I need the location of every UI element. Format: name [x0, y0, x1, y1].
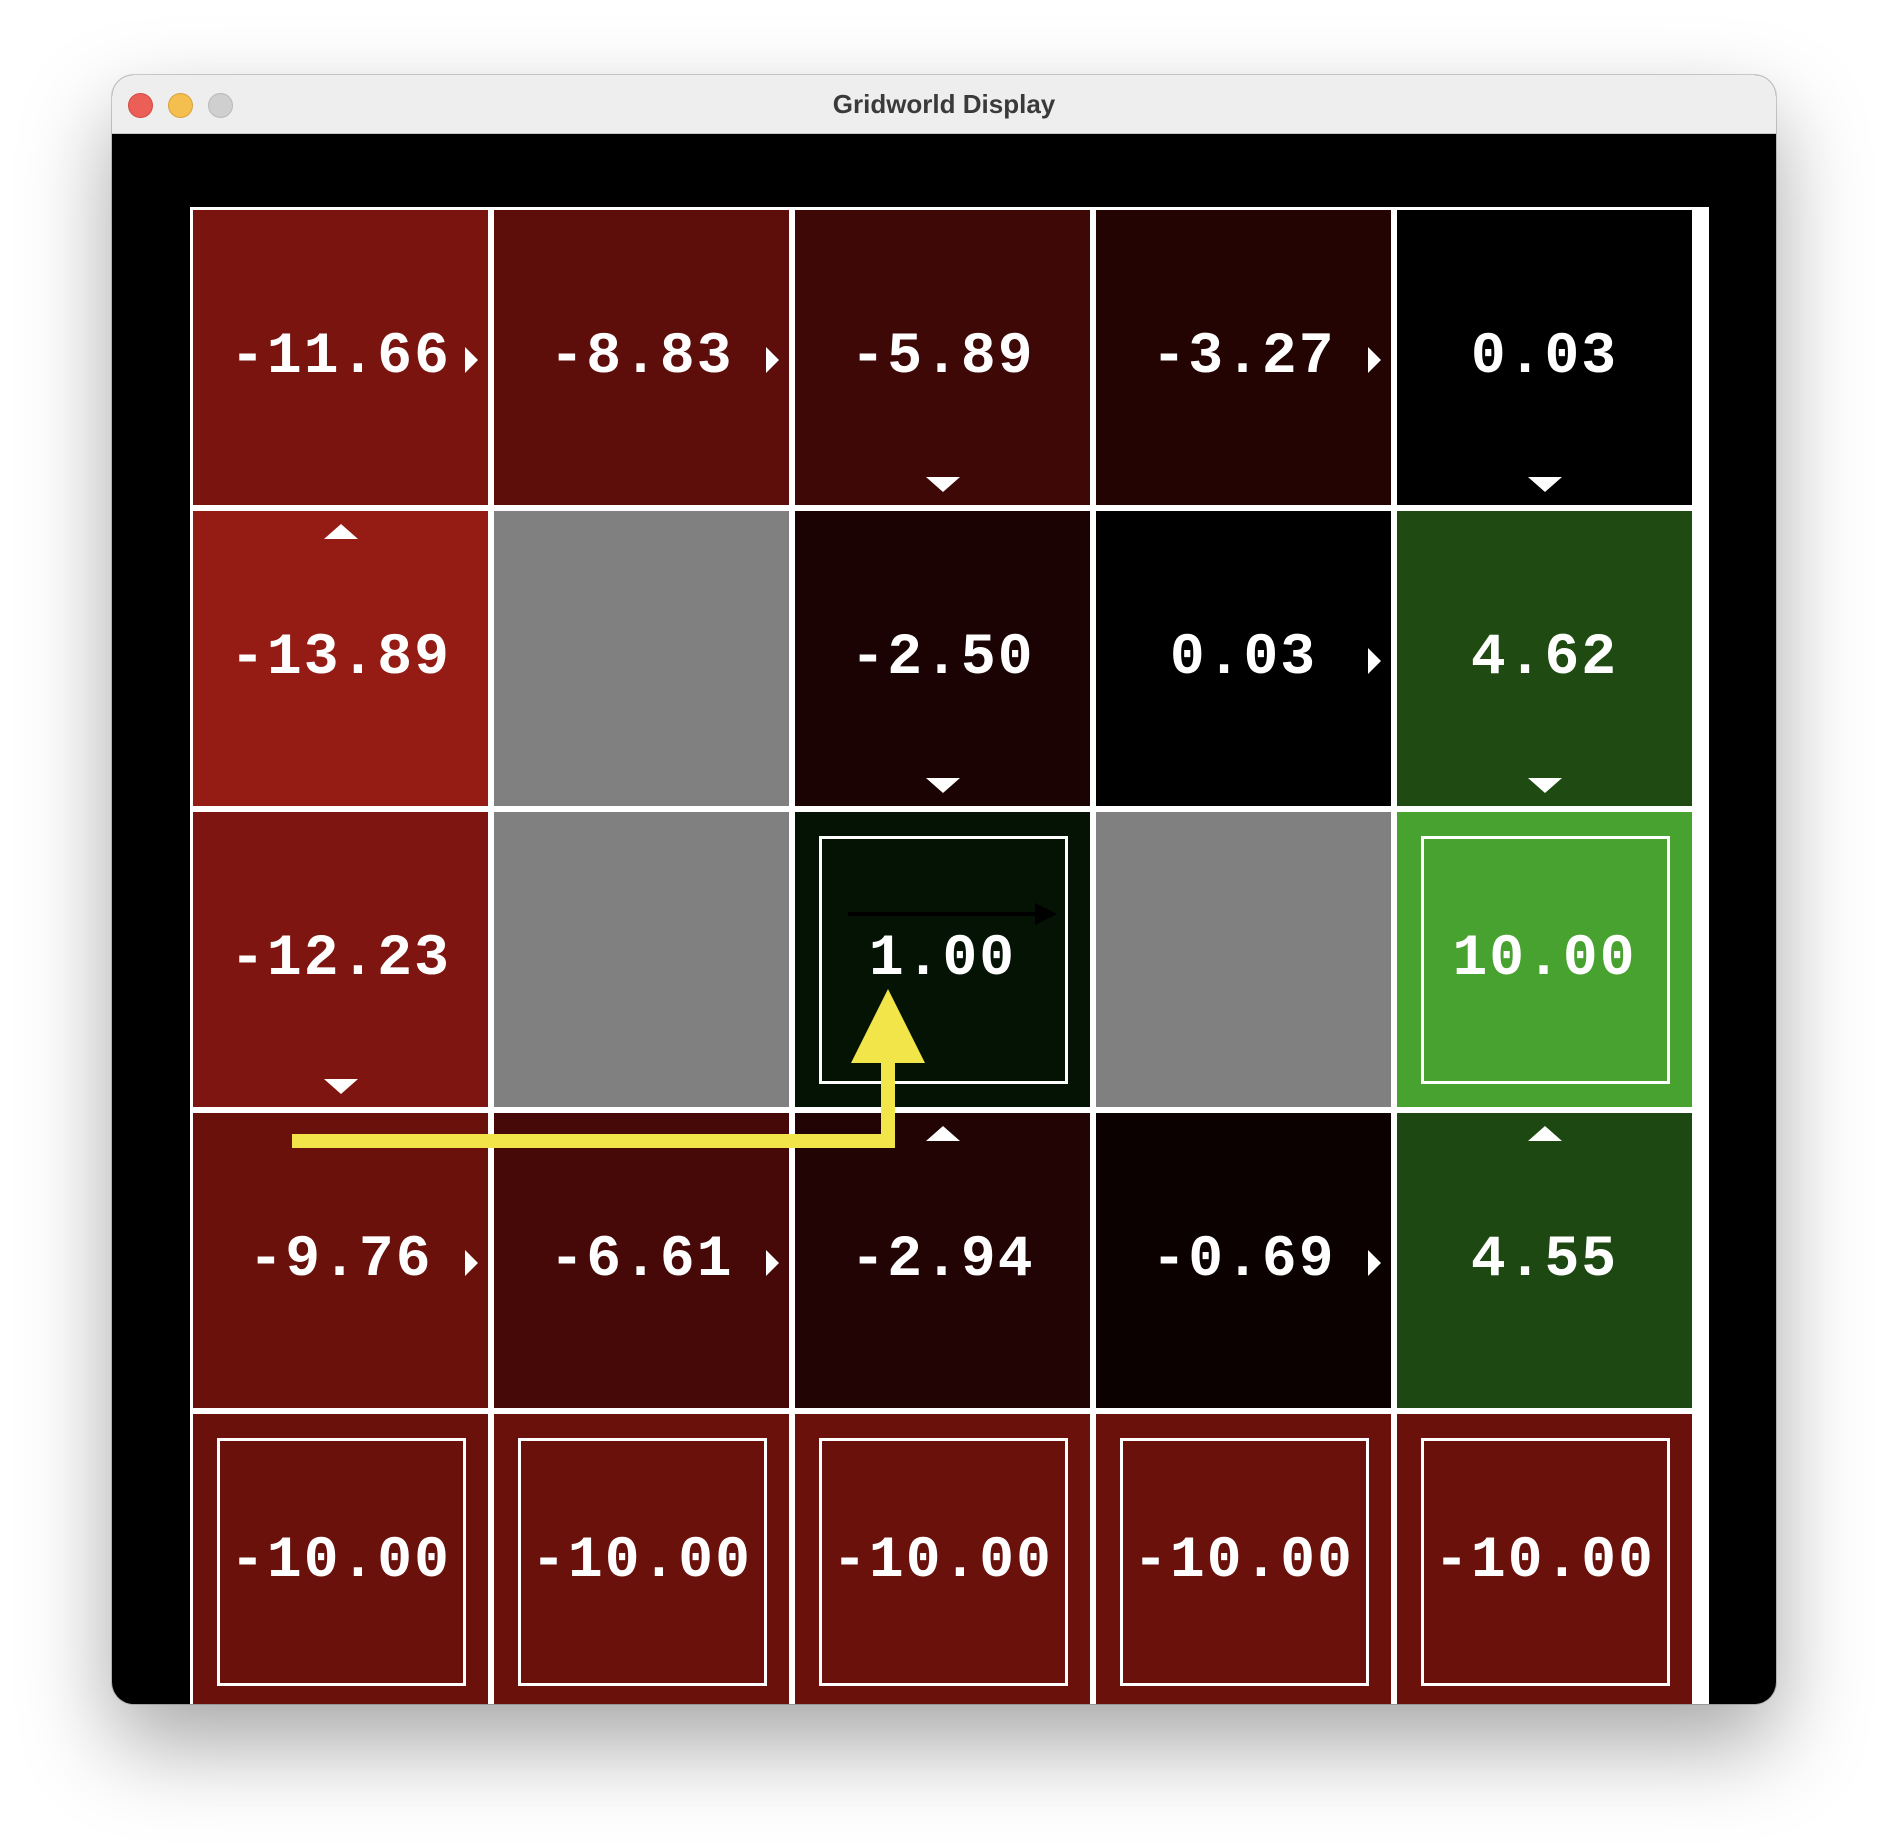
- policy-down-arrow-icon: [1528, 477, 1562, 492]
- state-cell: 0.03: [1397, 210, 1692, 505]
- wall-cell: [494, 511, 789, 806]
- state-cell: -5.89: [795, 210, 1090, 505]
- state-cell: 4.62: [1397, 511, 1692, 806]
- wall-cell: [494, 812, 789, 1107]
- terminal-marker: [819, 1438, 1068, 1686]
- state-value-label: 10.00: [1452, 927, 1637, 992]
- state-value-label: -5.89: [850, 325, 1035, 390]
- terminal-marker: [1120, 1438, 1369, 1686]
- state-cell: -2.50: [795, 511, 1090, 806]
- policy-down-arrow-icon: [1528, 778, 1562, 793]
- close-window-button[interactable]: [128, 93, 153, 118]
- policy-up-arrow-icon: [926, 1126, 960, 1141]
- terminal-cell: 1.00: [795, 812, 1090, 1107]
- state-value-label: -13.89: [230, 626, 451, 691]
- state-cell: -0.69: [1096, 1113, 1391, 1408]
- policy-right-arrow-icon: [766, 1250, 779, 1276]
- zoom-window-button[interactable]: [208, 93, 233, 118]
- state-cell: -2.94: [795, 1113, 1090, 1408]
- state-cell: -6.61: [494, 1113, 789, 1408]
- terminal-cell: -10.00: [193, 1414, 488, 1704]
- state-value-label: -3.27: [1151, 325, 1336, 390]
- policy-right-arrow-icon: [766, 347, 779, 373]
- state-value-label: -10.00: [531, 1529, 752, 1594]
- gridworld-window: Gridworld Display -11.66 -8.83 -5.89 -3.27 0…: [112, 75, 1776, 1704]
- terminal-cell: -10.00: [1397, 1414, 1692, 1704]
- state-value-label: 4.62: [1470, 626, 1619, 691]
- policy-right-arrow-icon: [1368, 347, 1381, 373]
- policy-up-arrow-icon: [324, 524, 358, 539]
- state-value-label: -12.23: [230, 927, 451, 992]
- state-cell: -13.89: [193, 511, 488, 806]
- state-value-label: 0.03: [1169, 626, 1318, 691]
- state-value-label: 4.55: [1470, 1228, 1619, 1293]
- terminal-cell: -10.00: [795, 1414, 1090, 1704]
- terminal-cell: 10.00: [1397, 812, 1692, 1107]
- terminal-marker: [217, 1438, 466, 1686]
- policy-right-arrow-icon: [1368, 1250, 1381, 1276]
- wall-cell: [1096, 812, 1391, 1107]
- state-cell: 4.55: [1397, 1113, 1692, 1408]
- state-cell: 0.03: [1096, 511, 1391, 806]
- policy-up-arrow-icon: [1528, 1126, 1562, 1141]
- state-value-label: -8.83: [549, 325, 734, 390]
- state-cell: -3.27: [1096, 210, 1391, 505]
- window-title: Gridworld Display: [832, 89, 1056, 119]
- state-value-label: -9.76: [248, 1228, 433, 1293]
- state-cell: -8.83: [494, 210, 789, 505]
- state-cell: -11.66: [193, 210, 488, 505]
- terminal-marker: [819, 836, 1068, 1084]
- state-value-label: -2.94: [850, 1228, 1035, 1293]
- state-value-label: 1.00: [868, 927, 1017, 992]
- state-cell: -12.23: [193, 812, 488, 1107]
- state-cell: -9.76: [193, 1113, 488, 1408]
- state-value-label: -10.00: [832, 1529, 1053, 1594]
- terminal-marker: [1421, 1438, 1670, 1686]
- terminal-cell: -10.00: [1096, 1414, 1391, 1704]
- state-value-label: 0.03: [1470, 325, 1619, 390]
- policy-down-arrow-icon: [926, 778, 960, 793]
- title-bar: Gridworld Display: [112, 75, 1776, 134]
- terminal-marker: [518, 1438, 767, 1686]
- minimize-window-button[interactable]: [168, 93, 193, 118]
- policy-right-arrow-icon: [1368, 648, 1381, 674]
- gridworld-grid: -11.66 -8.83 -5.89 -3.27 0.03 -13.89 -2.50 0.03…: [190, 207, 1709, 1704]
- state-value-label: -2.50: [850, 626, 1035, 691]
- state-value-label: -10.00: [230, 1529, 451, 1594]
- terminal-marker: [1421, 836, 1670, 1084]
- policy-down-arrow-icon: [926, 477, 960, 492]
- state-value-label: -10.00: [1434, 1529, 1655, 1594]
- policy-right-arrow-icon: [465, 347, 478, 373]
- state-value-label: -6.61: [549, 1228, 734, 1293]
- state-value-label: -11.66: [230, 325, 451, 390]
- gridworld-canvas: -11.66 -8.83 -5.89 -3.27 0.03 -13.89 -2.50 0.03…: [117, 138, 1771, 1704]
- policy-down-arrow-icon: [324, 1079, 358, 1094]
- state-value-label: -0.69: [1151, 1228, 1336, 1293]
- state-value-label: -10.00: [1133, 1529, 1354, 1594]
- terminal-cell: -10.00: [494, 1414, 789, 1704]
- policy-right-arrow-icon: [465, 1250, 478, 1276]
